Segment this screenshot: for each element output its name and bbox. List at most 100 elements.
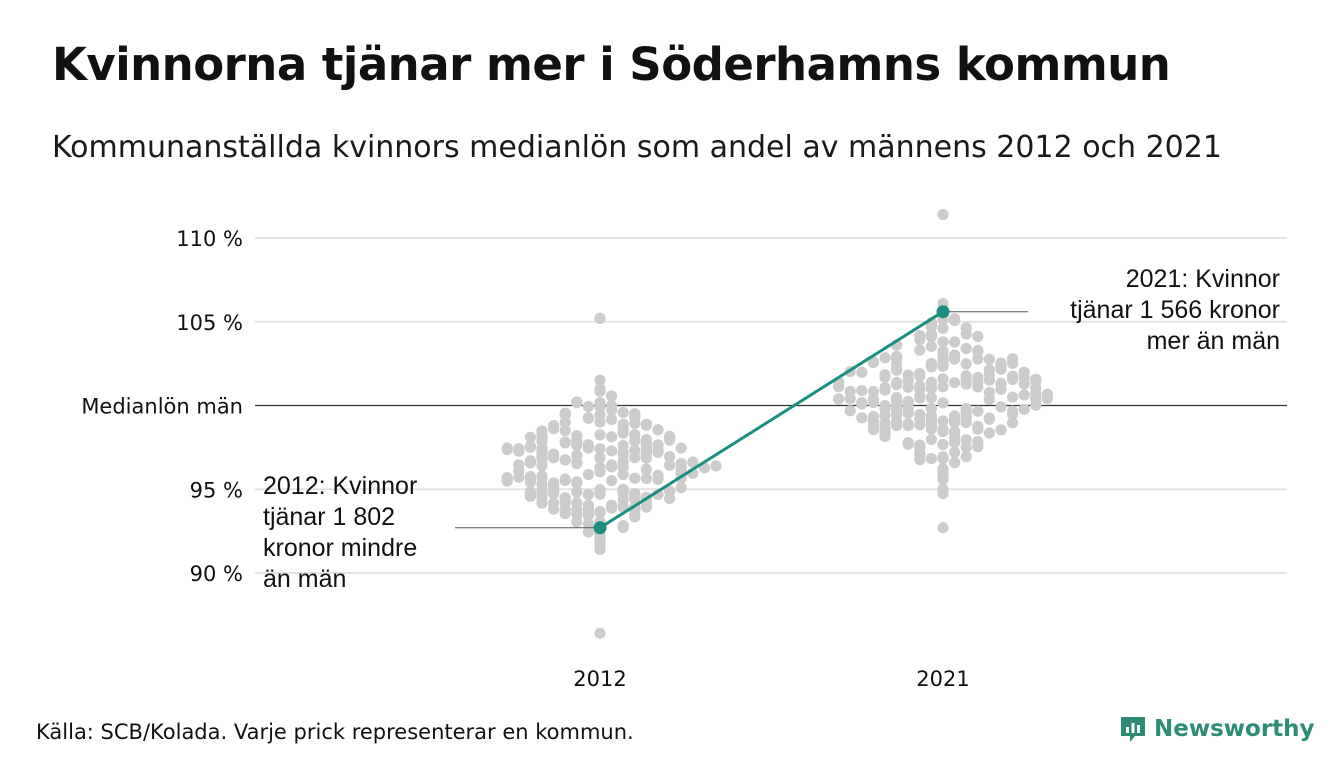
- municipality-dot: [594, 429, 606, 441]
- municipality-dot: [879, 427, 891, 439]
- municipality-dot: [925, 382, 938, 395]
- municipality-dot: [879, 369, 891, 381]
- municipality-dot: [559, 416, 571, 429]
- municipality-dot: [949, 432, 961, 445]
- y-tick-label: 95 %: [190, 478, 243, 502]
- municipality-dot: [937, 487, 949, 500]
- municipality-dot: [1018, 389, 1030, 401]
- municipality-dot: [833, 381, 845, 393]
- source-note: Källa: SCB/Kolada. Varje prick represent…: [36, 720, 634, 744]
- municipality-dot: [995, 401, 1007, 413]
- municipality-dot: [629, 444, 641, 456]
- municipality-dot: [972, 330, 984, 342]
- municipality-dot: [629, 472, 641, 484]
- municipality-dot: [664, 432, 676, 444]
- municipality-dot: [937, 470, 949, 482]
- municipality-dot: [629, 488, 641, 500]
- municipality-dot: [524, 471, 537, 483]
- municipality-dot: [937, 352, 949, 364]
- y-tick-label: 110 %: [176, 227, 243, 251]
- municipality-dot: [582, 488, 595, 501]
- municipality-dot: [559, 494, 571, 506]
- municipality-dot: [1030, 392, 1042, 405]
- municipality-dot: [536, 453, 548, 465]
- municipality-dot: [582, 412, 595, 424]
- annotation-2021-line: 2021: Kvinnor: [1126, 265, 1280, 293]
- municipality-dot: [914, 408, 926, 421]
- municipality-dot: [891, 364, 903, 376]
- y-tick-label: Medianlön män: [81, 395, 243, 419]
- municipality-dot: [606, 461, 618, 473]
- municipality-dot: [606, 475, 618, 487]
- municipality-dot: [629, 428, 641, 441]
- municipality-dot: [925, 340, 938, 353]
- annotation-2012-line: kronor mindre: [263, 534, 417, 562]
- municipality-dot: [652, 424, 664, 436]
- municipality-dot: [594, 312, 606, 324]
- municipality-dot: [548, 452, 560, 464]
- municipality-dot: [594, 461, 606, 473]
- municipality-dot: [664, 459, 676, 471]
- municipality-dot: [867, 385, 880, 398]
- y-tick-label: 90 %: [190, 562, 243, 586]
- municipality-dot: [960, 402, 972, 415]
- municipality-dot: [949, 416, 961, 428]
- municipality-dot: [914, 334, 926, 346]
- municipality-dot: [960, 451, 972, 463]
- municipality-dot: [710, 460, 722, 472]
- municipality-dot: [582, 509, 595, 522]
- municipality-dot: [594, 397, 606, 409]
- municipality-dot: [559, 507, 571, 520]
- municipality-dot: [972, 423, 984, 435]
- municipality-dot: [914, 344, 926, 356]
- municipality-dot: [972, 381, 984, 393]
- municipality-dot: [925, 433, 938, 446]
- municipality-dot: [559, 473, 571, 485]
- municipality-dot: [856, 366, 868, 378]
- municipality-dot: [606, 390, 618, 402]
- municipality-dot: [949, 376, 961, 389]
- municipality-dot: [594, 541, 606, 553]
- municipality-dot: [960, 322, 972, 334]
- municipality-dot: [594, 506, 606, 518]
- municipality-dot: [937, 397, 949, 409]
- municipality-dot: [891, 350, 903, 363]
- highlight-line: [599, 310, 944, 530]
- municipality-dot: [949, 336, 961, 348]
- municipality-dot: [1030, 375, 1042, 388]
- municipality-dot: [937, 208, 949, 221]
- annotation-2012-line: än män: [263, 565, 346, 593]
- municipality-dot: [833, 393, 845, 405]
- municipality-dot: [640, 472, 653, 485]
- municipality-dot: [571, 456, 583, 468]
- municipality-dot: [524, 441, 537, 453]
- municipality-dot: [983, 353, 996, 365]
- municipality-dot: [972, 405, 984, 417]
- municipality-dot: [594, 452, 606, 464]
- municipality-dot: [937, 415, 949, 427]
- municipality-dot: [548, 423, 560, 435]
- municipality-dot: [914, 392, 926, 404]
- municipality-dot: [675, 482, 687, 494]
- municipality-dot: [501, 442, 513, 454]
- municipality-dot: [571, 486, 583, 498]
- municipality-dot: [960, 411, 972, 424]
- municipality-dot: [960, 441, 972, 453]
- municipality-dot: [937, 381, 949, 393]
- municipality-dot: [640, 418, 653, 430]
- municipality-dot: [949, 314, 961, 327]
- municipality-dot: [536, 479, 548, 491]
- municipality-dot: [559, 437, 571, 449]
- municipality-dot: [902, 369, 914, 381]
- municipality-dot: [949, 446, 961, 458]
- municipality-dot: [1041, 392, 1053, 405]
- chart-subtitle: Kommunanställda kvinnors medianlön som a…: [52, 130, 1222, 165]
- x-tick-label-2012: 2012: [573, 667, 626, 691]
- municipality-dot: [1007, 370, 1019, 382]
- municipality-dot: [559, 454, 571, 466]
- municipality-dot: [675, 442, 687, 454]
- municipality-dot: [937, 373, 949, 385]
- municipality-dot: [548, 503, 560, 515]
- municipality-dot: [524, 457, 537, 469]
